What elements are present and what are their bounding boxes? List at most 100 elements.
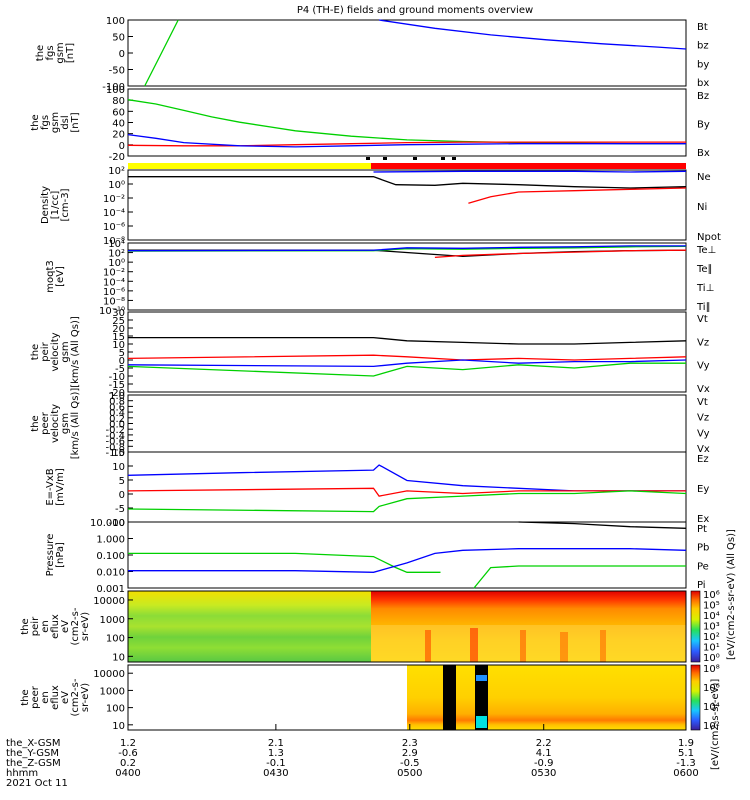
- series-line-Vz: [127, 354, 687, 361]
- y-axis-label: [km/s (All Qs)]: [70, 388, 81, 460]
- y-axis-label: fgs: [45, 45, 56, 60]
- series-line-Ni: [128, 176, 687, 189]
- series-line-Vy: [127, 362, 686, 377]
- colorbar-tick-label: 10⁸: [703, 664, 720, 675]
- footer-tick-label: 1.9: [678, 738, 694, 749]
- y-tick-label: -5: [115, 364, 125, 375]
- legend-entry: Ti∥: [696, 302, 711, 313]
- legend-entry: Npot: [697, 232, 721, 243]
- y-tick-label: -15: [109, 380, 125, 391]
- y-tick-label: -10: [109, 372, 125, 383]
- y-tick-label: 0.100: [96, 551, 125, 562]
- y-axis-label: eV: [60, 691, 71, 704]
- y-tick-label: 10: [112, 340, 125, 351]
- y-tick-label: 10⁻²: [103, 268, 125, 279]
- y-axis-label: [nT]: [65, 43, 76, 63]
- series-line-bx: [379, 19, 687, 50]
- y-tick-label: 25: [112, 316, 125, 327]
- legend-entry: Ez: [697, 454, 709, 465]
- y-tick-label: 0.4: [109, 408, 125, 419]
- colorbar-tick-label: 10⁰: [703, 653, 720, 664]
- y-axis-label: Pressure: [45, 534, 56, 577]
- colorbar-tick-label: 10⁴: [703, 702, 720, 713]
- legend-entry: bx: [697, 78, 709, 89]
- series-line-Vt: [128, 336, 687, 345]
- panel-frame: [127, 169, 687, 241]
- legend-entry: Pi: [697, 580, 706, 591]
- series-line-Te⊥: [434, 249, 687, 259]
- series-line-Ey: [127, 490, 687, 513]
- series-line-Vx: [127, 359, 687, 368]
- y-axis-label: gsm: [50, 112, 61, 133]
- y-axis-label: the: [20, 689, 31, 705]
- footer-row-label: the_Z-GSM: [6, 758, 61, 769]
- y-axis-label: [nT]: [70, 112, 81, 132]
- y-tick-label: 10: [112, 652, 125, 663]
- y-tick-label: 10000: [93, 669, 125, 680]
- legend-entry: Vx: [697, 384, 710, 395]
- y-tick-label: 10: [112, 721, 125, 732]
- legend-entry: Bz: [697, 91, 709, 102]
- series-line-Bz: [127, 141, 686, 147]
- y-tick-label: 10²: [108, 166, 125, 177]
- y-tick-label: 1.0: [109, 391, 125, 402]
- y-axis-label: the: [30, 114, 41, 130]
- y-axis-label: Density: [40, 186, 51, 224]
- colorbar-tick-label: 10⁴: [703, 611, 720, 622]
- y-tick-label: -50: [109, 66, 125, 77]
- footer-tick-label: -1.3: [676, 758, 696, 769]
- y-tick-label: 10⁰: [108, 180, 125, 191]
- y-tick-label: 30: [112, 308, 125, 319]
- series-line-Ex: [127, 464, 686, 492]
- legend-entry: Vx: [697, 444, 710, 455]
- panel-frame: [127, 590, 687, 663]
- electron-colorbar-label: [eV/(cm2-s-sr-eV)]: [710, 679, 721, 770]
- y-tick-label: -0.8: [105, 442, 125, 453]
- legend-entry: Ey: [697, 484, 709, 495]
- footer-tick-label: 2.2: [536, 738, 552, 749]
- y-tick-label: -10: [109, 518, 125, 529]
- legend-entry: Te⊥: [696, 245, 716, 256]
- panel-frame: [127, 311, 687, 393]
- y-tick-label: 100: [106, 704, 125, 715]
- y-tick-label: 0: [119, 141, 125, 152]
- panel-frame: [127, 521, 687, 589]
- y-tick-label: 1.000: [96, 535, 125, 546]
- panel-pressure: 10.000 1.000 0.100 0.010 0.001 Pressure [nPa] P…: [45, 518, 709, 595]
- ion-spectrogram-image: [128, 591, 686, 662]
- ion-colorbar-label: [eV/(cm2-s-sr-eV) (All Qs)]: [726, 529, 737, 660]
- y-tick-label: 0.2: [109, 414, 125, 425]
- y-tick-label: 10000: [93, 596, 125, 607]
- y-axis-label: peir: [30, 616, 41, 636]
- legend-entry: by: [697, 59, 709, 70]
- colorbar-tick-label: 10³: [703, 622, 720, 633]
- y-tick-label: 10⁻⁸: [103, 236, 125, 247]
- y-tick-label: 50: [112, 33, 125, 44]
- y-axis-label: the: [30, 344, 41, 360]
- y-axis-label: eflux: [50, 614, 61, 639]
- y-axis-label: peer: [40, 411, 51, 435]
- colorbar-tick-label: 10²: [703, 721, 720, 732]
- y-tick-label: 5: [119, 348, 125, 359]
- y-axis-label: (cm2-s-: [70, 678, 81, 716]
- y-tick-label: 5: [119, 476, 125, 487]
- legend-entry: Bt: [697, 22, 708, 33]
- y-tick-label: 10: [112, 462, 125, 473]
- legend-entry: bz: [697, 41, 709, 52]
- y-tick-label: -100: [102, 82, 125, 93]
- y-tick-label: 80: [112, 96, 125, 107]
- ion-colorbar: [690, 590, 701, 663]
- y-tick-label: -0.6: [105, 437, 125, 448]
- series-line-Ez: [127, 487, 686, 497]
- y-axis-label: fgs: [40, 115, 51, 130]
- y-axis-label: dsl: [60, 115, 71, 129]
- y-axis-label: peir: [40, 341, 51, 361]
- series-line-Bx: [127, 133, 686, 148]
- legend-entry: Vy: [697, 428, 710, 439]
- legend-entry: Pe: [697, 561, 709, 572]
- panel-peer_velocity: 1.00.80.60.40.20.0-0.2-0.4-0.6-0.8-1.0 th…: [30, 388, 710, 460]
- footer-tick-label: -0.6: [118, 748, 138, 759]
- legend-entry: Bx: [697, 148, 710, 159]
